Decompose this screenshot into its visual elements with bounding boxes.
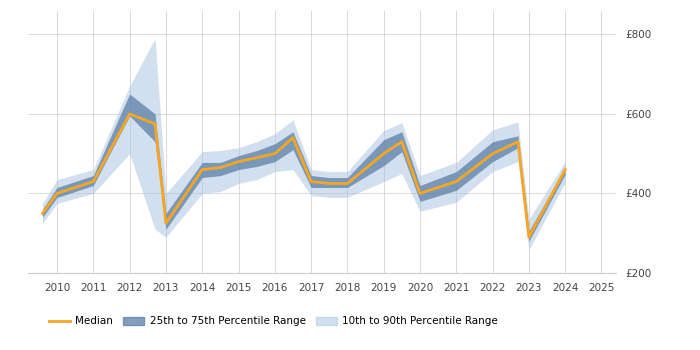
Legend: Median, 25th to 75th Percentile Range, 10th to 90th Percentile Range: Median, 25th to 75th Percentile Range, 1…	[45, 312, 502, 331]
